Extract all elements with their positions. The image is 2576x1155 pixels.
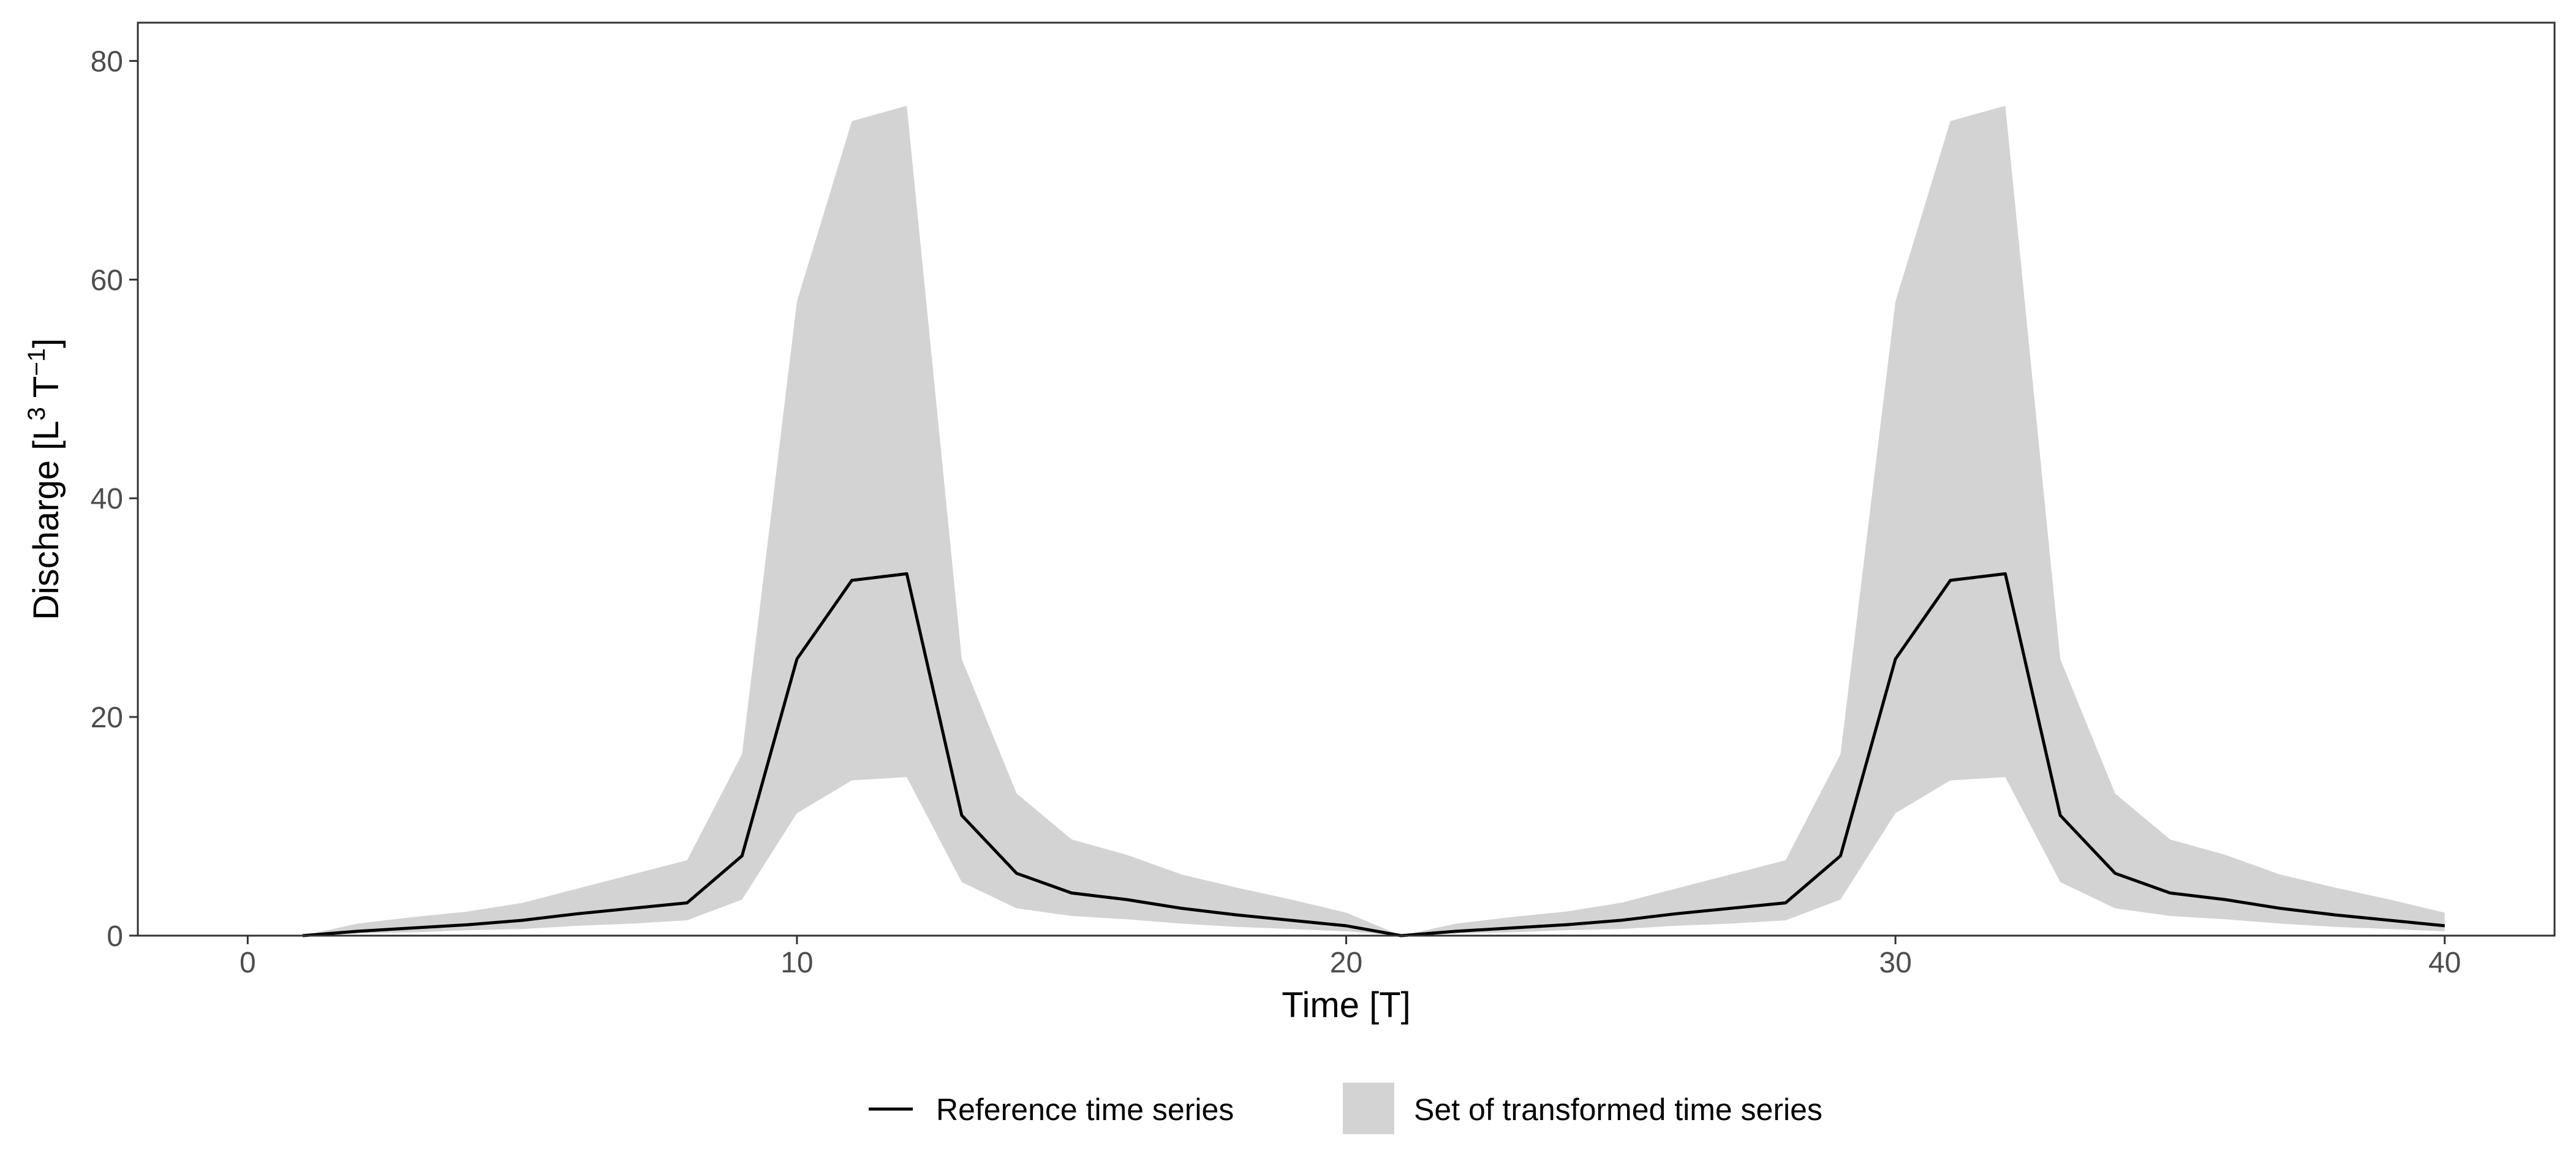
y-tick-label: 20 [91,702,123,734]
y-axis-title-exponent-1: 3 [23,407,50,420]
y-axis-title-suffix: ] [26,338,66,348]
y-axis-title-prefix: Discharge [L [26,420,66,620]
y-axis-title-middle: T [26,376,66,407]
x-tick-label: 30 [1879,947,1911,979]
y-tick-label: 40 [91,483,123,515]
legend-label-reference-series: Reference time series [936,1093,1234,1127]
x-tick-label: 40 [2428,947,2461,979]
y-tick-label: 0 [107,920,123,953]
x-tick-label: 10 [780,947,813,979]
y-tick-label: 60 [91,264,123,297]
legend-key-transformed-series [1343,1083,1394,1134]
y-axis-title-exponent-2: −1 [23,348,50,376]
legend-label-transformed-series: Set of transformed time series [1414,1093,1822,1127]
x-axis-title: Time [T] [1282,985,1411,1025]
plot-area [302,105,2445,937]
ribbon-transformed-series [303,105,2445,936]
legend: Reference time series Set of transformed… [869,1083,1822,1134]
y-axis-title: Discharge [L3 T−1] [23,338,66,620]
y-tick-label: 80 [91,45,123,78]
x-tick-label: 20 [1330,947,1362,979]
line-reference-series [302,572,2445,937]
x-tick-label: 0 [240,947,256,979]
x-axis: 0 10 20 30 40 [240,936,2461,979]
y-axis: 0 20 40 60 80 [91,45,138,953]
